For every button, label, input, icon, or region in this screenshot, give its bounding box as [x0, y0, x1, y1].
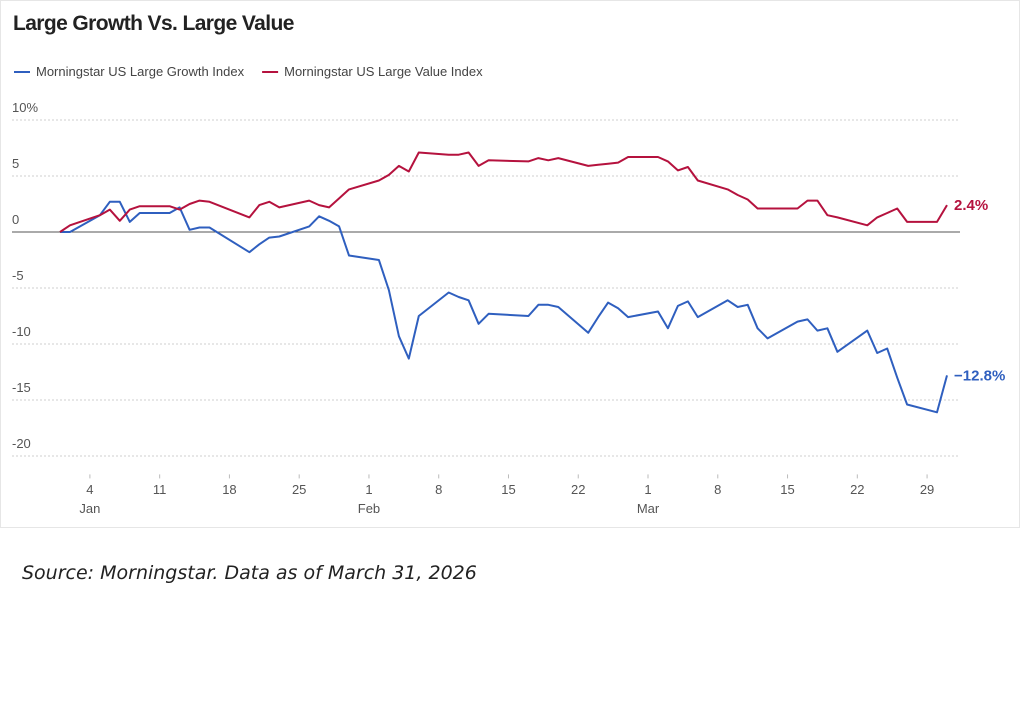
- series-line: [60, 200, 948, 414]
- end-label: −12.8%: [954, 367, 1005, 384]
- end-label: 2.4%: [954, 197, 988, 214]
- x-tick-label: 15: [501, 482, 515, 497]
- source-note: Source: Morningstar. Data as of March 31…: [22, 562, 477, 584]
- y-tick-label: -10: [12, 324, 31, 339]
- y-tick-label: 5: [12, 156, 19, 171]
- x-tick-label: 8: [435, 482, 442, 497]
- series-line: [59, 151, 948, 233]
- y-tick-label: 0: [12, 212, 19, 227]
- y-tick-label: -5: [12, 268, 24, 283]
- chart-frame: [0, 0, 1020, 528]
- x-tick-label: 1: [365, 482, 372, 497]
- x-tick-label: 29: [920, 482, 934, 497]
- x-month-label: Mar: [637, 501, 660, 516]
- x-tick-label: 1: [644, 482, 651, 497]
- y-tick-label: 10%: [12, 100, 38, 115]
- x-tick-label: 11: [153, 482, 167, 497]
- legend-label: Morningstar US Large Value Index: [284, 64, 483, 79]
- chart-title: Large Growth Vs. Large Value: [13, 12, 294, 35]
- y-tick-label: -15: [12, 380, 31, 395]
- x-tick-label: 15: [780, 482, 794, 497]
- x-tick-label: 4: [86, 482, 93, 497]
- y-tick-label: -20: [12, 436, 31, 451]
- x-tick-label: 8: [714, 482, 721, 497]
- x-tick-label: 25: [292, 482, 306, 497]
- legend-label: Morningstar US Large Growth Index: [36, 64, 245, 79]
- x-month-label: Jan: [79, 501, 100, 516]
- x-tick-label: 22: [850, 482, 864, 497]
- x-tick-label: 18: [222, 482, 236, 497]
- x-tick-label: 22: [571, 482, 585, 497]
- x-month-label: Feb: [358, 501, 380, 516]
